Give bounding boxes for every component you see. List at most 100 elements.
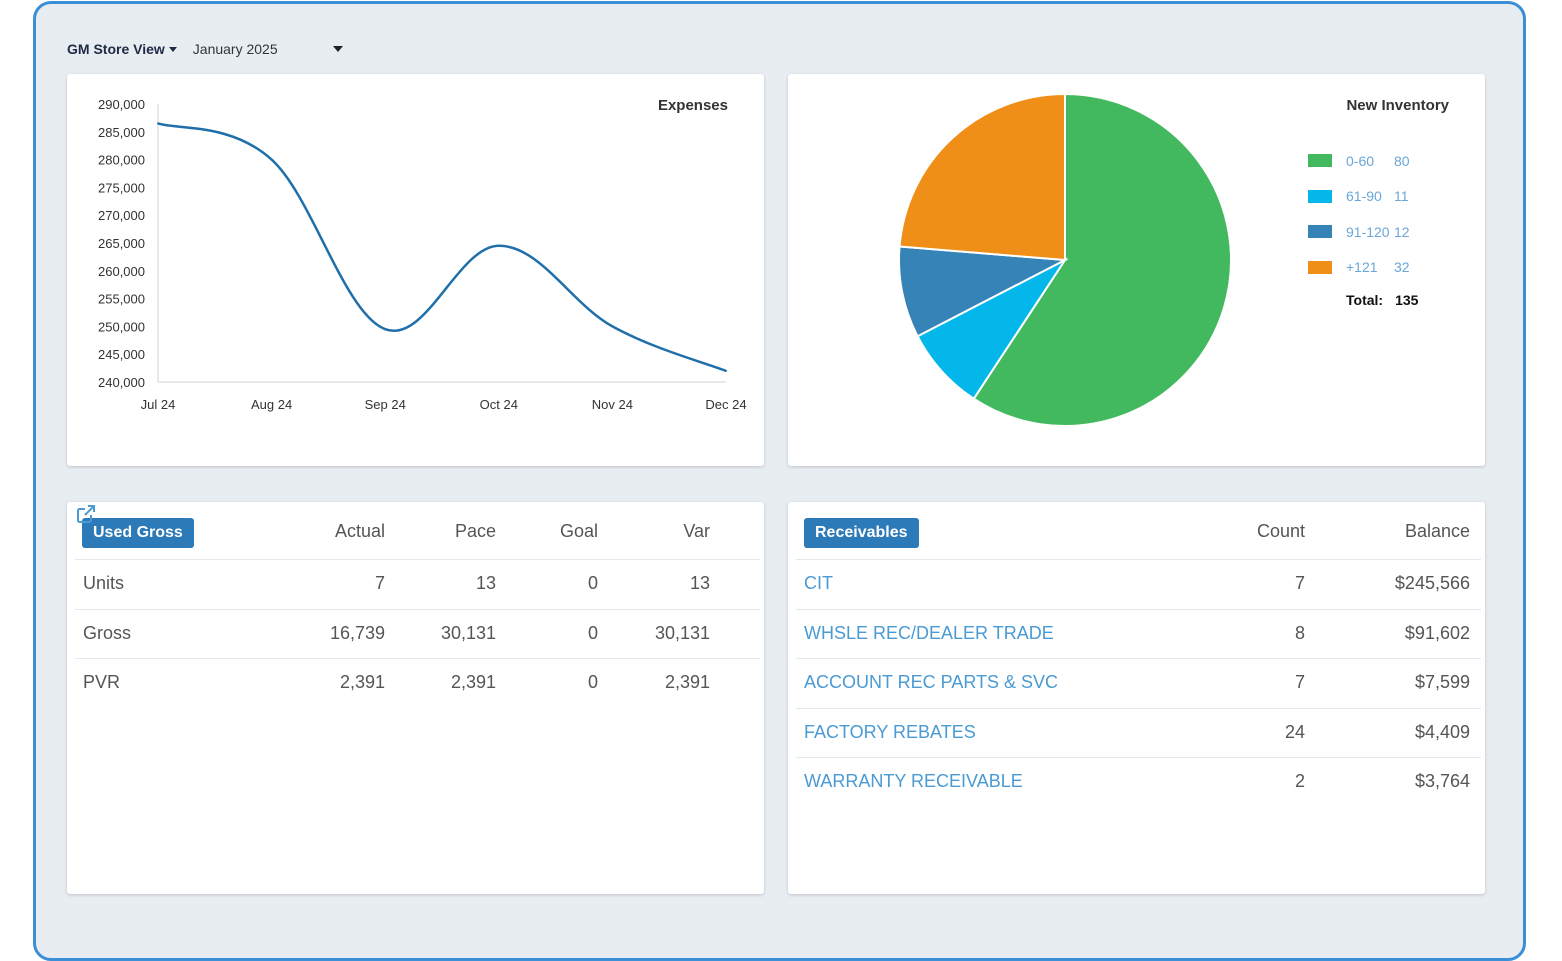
legend-value: 80	[1394, 152, 1410, 169]
x-tick-label: Nov 24	[592, 397, 633, 412]
data-point	[384, 328, 387, 331]
legend-item[interactable]: 61-90 11	[1308, 179, 1418, 215]
receivable-link[interactable]: ACCOUNT REC PARTS & SVC	[804, 672, 1059, 693]
legend-label: 0-60	[1346, 152, 1375, 169]
y-tick-label: 285,000	[98, 125, 145, 140]
pie-slice[interactable]	[898, 245, 1069, 338]
cell-pace: 30,131	[440, 622, 496, 643]
table-row: Units 7 13 0 13	[75, 559, 760, 610]
cell-count: 2	[1294, 771, 1305, 792]
legend-value: 12	[1394, 223, 1410, 240]
receivable-link[interactable]: CIT	[804, 573, 833, 594]
x-tick-label: Jul 24	[141, 397, 176, 412]
y-tick-label: 290,000	[98, 97, 145, 112]
cell-balance: $91,602	[1404, 622, 1470, 643]
x-tick-label: Dec 24	[705, 397, 746, 412]
cell-count: 7	[1294, 573, 1305, 594]
table-header: Used Gross Actual Pace Goal Var	[75, 503, 760, 560]
data-point	[497, 244, 500, 247]
row-label: Gross	[83, 622, 132, 643]
cell-var: 30,131	[654, 622, 710, 643]
column-header-var: Var	[683, 520, 710, 541]
inventory-card: New Inventory	[788, 74, 1485, 466]
cell-count: 7	[1294, 672, 1305, 693]
legend-swatch	[1308, 189, 1332, 203]
legend-label: +121	[1346, 259, 1378, 276]
y-tick-label: 250,000	[98, 319, 145, 334]
legend-label: 61-90	[1346, 188, 1382, 205]
y-tick-label: 240,000	[98, 375, 145, 390]
cell-pace: 2,391	[450, 672, 496, 693]
expenses-line-chart: 290,000 285,000 280,000 275,000 270,000 265,0…	[98, 97, 747, 412]
top-bar: GM Store View January 2025	[67, 38, 343, 60]
legend-value: 32	[1394, 259, 1410, 276]
column-header-balance: Balance	[1404, 520, 1470, 541]
legend-item[interactable]: +121 32	[1308, 250, 1418, 286]
cell-goal: 0	[587, 573, 598, 594]
legend-item[interactable]: 0-60 80	[1308, 143, 1418, 179]
table-row: WHSLE REC/DEALER TRADE 8 $91,602	[796, 609, 1481, 659]
legend-total: Total: 135	[1346, 285, 1418, 315]
expenses-card: 290,000 285,000 280,000 275,000 270,000 265,0…	[67, 74, 764, 466]
x-tick-label: Oct 24	[480, 397, 518, 412]
x-tick-label: Sep 24	[365, 397, 406, 412]
cell-goal: 0	[587, 622, 598, 643]
column-header-count: Count	[1256, 520, 1305, 541]
y-tick-label: 280,000	[98, 153, 145, 168]
legend-swatch	[1308, 260, 1332, 274]
cell-goal: 0	[587, 672, 598, 693]
month-select[interactable]: January 2025	[193, 41, 343, 57]
used-gross-badge[interactable]: Used Gross	[82, 518, 194, 548]
y-tick-label: 265,000	[98, 236, 145, 251]
legend-value: 11	[1394, 188, 1409, 205]
expenses-title: Expenses	[657, 97, 728, 114]
y-tick-label: 260,000	[98, 264, 145, 279]
cell-count: 8	[1294, 622, 1305, 643]
table-row: ACCOUNT REC PARTS & SVC 7 $7,599	[796, 658, 1481, 709]
column-header-goal: Goal	[559, 520, 598, 541]
table-row: PVR 2,391 2,391 0 2,391	[75, 658, 760, 708]
data-point	[157, 122, 159, 125]
used-gross-table: Used Gross Actual Pace Goal Var Units 7 …	[75, 503, 760, 803]
legend-swatch	[1308, 154, 1332, 168]
used-gross-card: Used Gross Actual Pace Goal Var Units 7 …	[67, 502, 764, 894]
data-point	[270, 158, 273, 161]
cell-balance: $7,599	[1414, 672, 1470, 693]
y-tick-label: 255,000	[98, 292, 145, 307]
month-select-value: January 2025	[192, 41, 278, 57]
cell-count: 24	[1284, 721, 1305, 742]
row-label: Units	[83, 573, 125, 594]
table-header: Receivables Count Balance	[796, 503, 1481, 560]
receivable-link[interactable]: WARRANTY RECEIVABLE	[804, 771, 1023, 792]
receivables-badge[interactable]: Receivables	[804, 518, 919, 548]
column-header-actual: Actual	[334, 520, 385, 541]
receivables-table: Receivables Count Balance CIT 7 $245,566…	[796, 503, 1481, 803]
inventory-legend: 0-60 80 61-90 11 91-120 12 +121 32 Total…	[1308, 143, 1418, 315]
y-tick-label: 275,000	[98, 180, 145, 195]
x-tick-label: Aug 24	[251, 397, 292, 412]
cell-actual: 7	[374, 573, 385, 594]
receivable-link[interactable]: WHSLE REC/DEALER TRADE	[804, 622, 1054, 643]
total-value: 135	[1395, 292, 1419, 308]
external-link-icon[interactable]	[75, 503, 97, 525]
chevron-down-icon	[332, 46, 343, 52]
inventory-pie-chart	[898, 92, 1232, 427]
y-tick-label: 270,000	[98, 208, 145, 223]
y-tick-label: 245,000	[98, 347, 145, 362]
store-view-dropdown[interactable]: GM Store View	[67, 41, 177, 57]
cell-var: 13	[689, 573, 710, 594]
cell-balance: $3,764	[1414, 771, 1470, 792]
receivable-link[interactable]: FACTORY REBATES	[804, 721, 976, 742]
pie-slice[interactable]	[972, 92, 1232, 427]
series-line	[157, 122, 727, 373]
pie-slice[interactable]	[898, 92, 1066, 262]
cell-actual: 16,739	[329, 622, 385, 643]
cell-var: 2,391	[664, 672, 710, 693]
data-point	[611, 325, 614, 328]
receivables-card: Receivables Count Balance CIT 7 $245,566…	[788, 502, 1485, 894]
table-row: Gross 16,739 30,131 0 30,131	[75, 609, 760, 659]
cell-balance: $4,409	[1414, 721, 1470, 742]
table-row: WARRANTY RECEIVABLE 2 $3,764	[796, 757, 1481, 807]
row-label: PVR	[83, 672, 121, 693]
legend-item[interactable]: 91-120 12	[1308, 214, 1418, 250]
